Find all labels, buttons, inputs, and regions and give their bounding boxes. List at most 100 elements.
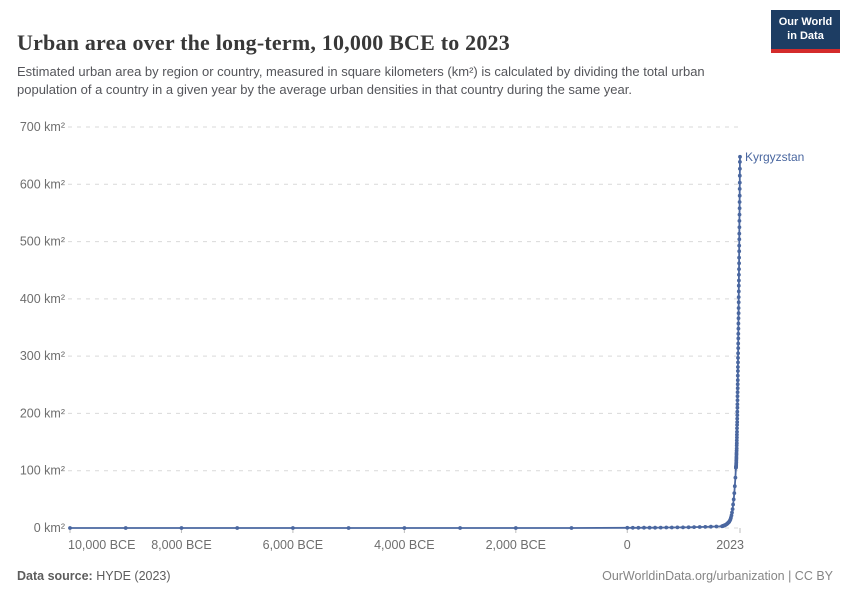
data-point[interactable] <box>736 351 740 356</box>
credit-link[interactable]: OurWorldinData.org/urbanization | CC BY <box>602 569 833 583</box>
data-point[interactable] <box>736 311 741 316</box>
data-point[interactable] <box>737 249 742 254</box>
chart-canvas[interactable]: 0 km² 100 km² 200 km² 300 km² 400 km² 500 km²… <box>0 110 850 560</box>
data-point[interactable] <box>737 173 742 178</box>
data-point[interactable] <box>664 525 669 530</box>
data-point[interactable] <box>658 525 663 530</box>
data-point[interactable] <box>737 225 742 230</box>
data-point[interactable] <box>735 394 740 399</box>
data-point[interactable] <box>737 180 742 185</box>
data-point[interactable] <box>736 300 741 305</box>
data-point[interactable] <box>735 429 739 434</box>
data-point[interactable] <box>734 446 739 451</box>
data-point[interactable] <box>737 193 742 198</box>
data-point[interactable] <box>735 426 739 431</box>
data-point[interactable] <box>735 432 739 437</box>
data-point[interactable] <box>737 187 742 191</box>
data-point[interactable] <box>734 441 739 446</box>
data-point[interactable] <box>736 295 741 299</box>
data-point[interactable] <box>653 525 657 530</box>
data-point[interactable] <box>736 326 741 331</box>
data-point[interactable] <box>738 166 742 171</box>
data-point[interactable] <box>731 502 735 507</box>
data-point[interactable] <box>735 413 740 417</box>
data-point[interactable] <box>402 526 407 530</box>
data-point[interactable] <box>736 356 740 360</box>
data-point[interactable] <box>68 526 72 530</box>
data-point[interactable] <box>291 526 295 530</box>
data-point[interactable] <box>709 524 713 529</box>
data-point[interactable] <box>647 525 652 530</box>
data-point[interactable] <box>736 346 741 350</box>
data-point[interactable] <box>697 525 702 529</box>
data-point[interactable] <box>736 336 741 341</box>
series-line-kyrgyzstan[interactable] <box>70 156 741 529</box>
data-point[interactable] <box>675 525 680 530</box>
data-point[interactable] <box>636 525 641 530</box>
data-point[interactable] <box>235 526 240 530</box>
data-point[interactable] <box>737 237 742 242</box>
data-point[interactable] <box>714 524 719 529</box>
data-point[interactable] <box>630 525 635 530</box>
data-point[interactable] <box>731 497 736 502</box>
data-point[interactable] <box>729 513 734 518</box>
data-point[interactable] <box>642 525 646 530</box>
data-point[interactable] <box>738 160 742 164</box>
data-point[interactable] <box>735 378 740 383</box>
data-point[interactable] <box>735 386 740 391</box>
data-point[interactable] <box>735 420 740 424</box>
data-point[interactable] <box>735 390 740 395</box>
data-point[interactable] <box>737 261 741 266</box>
data-point[interactable] <box>737 200 742 204</box>
data-point[interactable] <box>737 243 742 248</box>
data-point[interactable] <box>735 435 739 440</box>
data-point[interactable] <box>730 507 735 511</box>
data-point[interactable] <box>736 341 741 346</box>
data-point[interactable] <box>736 331 741 336</box>
data-point[interactable] <box>735 405 740 410</box>
data-point[interactable] <box>737 278 741 283</box>
data-point[interactable] <box>737 272 741 277</box>
data-point[interactable] <box>736 365 740 369</box>
data-point[interactable] <box>123 526 128 530</box>
data-point[interactable] <box>730 510 734 515</box>
data-point[interactable] <box>625 525 630 530</box>
data-point[interactable] <box>735 373 740 378</box>
data-point[interactable] <box>735 382 740 387</box>
data-point[interactable] <box>737 206 742 211</box>
data-point[interactable] <box>732 484 737 489</box>
data-point[interactable] <box>737 267 741 271</box>
data-point[interactable] <box>737 255 741 260</box>
data-point[interactable] <box>692 525 696 529</box>
data-point[interactable] <box>736 316 741 321</box>
data-point[interactable] <box>736 321 741 326</box>
data-point[interactable] <box>735 398 740 403</box>
entity-label-kyrgyzstan[interactable]: Kyrgyzstan <box>745 150 804 164</box>
data-point[interactable] <box>732 491 737 495</box>
data-point[interactable] <box>736 283 741 288</box>
data-point[interactable] <box>735 409 740 414</box>
data-point[interactable] <box>686 525 691 530</box>
data-point[interactable] <box>179 526 184 530</box>
data-point[interactable] <box>669 525 674 530</box>
data-point[interactable] <box>737 212 742 217</box>
data-point[interactable] <box>681 525 685 530</box>
data-point[interactable] <box>458 526 462 530</box>
data-point[interactable] <box>736 306 741 310</box>
data-point[interactable] <box>569 526 574 530</box>
data-point[interactable] <box>703 525 708 529</box>
data-point[interactable] <box>734 438 739 443</box>
data-point[interactable] <box>737 219 742 223</box>
data-point[interactable] <box>736 289 741 294</box>
data-point[interactable] <box>735 402 740 407</box>
data-point[interactable] <box>736 360 740 365</box>
data-point[interactable] <box>736 369 740 373</box>
data-point[interactable] <box>346 526 351 530</box>
data-point[interactable] <box>735 416 740 421</box>
data-point[interactable] <box>513 526 518 530</box>
data-point[interactable] <box>735 423 739 427</box>
data-point[interactable] <box>738 154 742 159</box>
owid-logo[interactable]: Our World in Data <box>771 10 840 53</box>
data-point[interactable] <box>737 231 742 236</box>
data-point[interactable] <box>733 475 738 480</box>
